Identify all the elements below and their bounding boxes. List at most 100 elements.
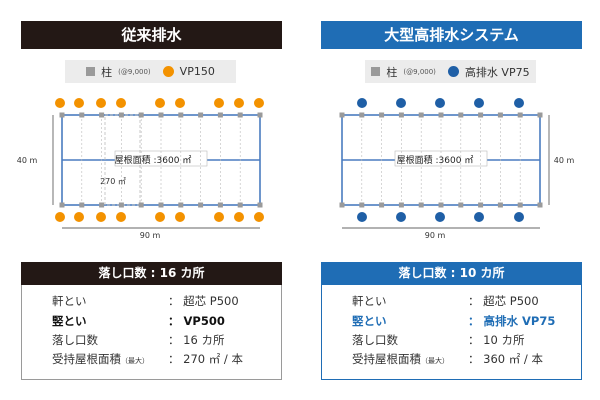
drain-outlet: [96, 98, 106, 108]
roof-plan-diagram: 40 m 90 m 屋根面積 :3600 ㎡ 270 ㎡: [17, 98, 264, 240]
column-marker: [379, 202, 385, 208]
drain-outlet: [234, 98, 244, 108]
drain-dot-icon: [447, 66, 459, 77]
high-drainage-system-panel: 大型高排水システム 柱 (@9,000) 高排水 VP75 40 m 90 m …: [305, 0, 595, 400]
drain-outlet: [116, 98, 126, 108]
drain-outlet: [74, 98, 84, 108]
drain-outlet: [254, 212, 264, 222]
legend: 柱 (@9,000) VP150: [65, 60, 236, 83]
column-marker: [59, 112, 65, 118]
conventional-drainage-panel: 従来排水 柱 (@9,000) VP150 40 m 90 m 屋根面積 :36…: [5, 0, 295, 400]
drain-outlet: [74, 212, 84, 222]
drain-outlet: [396, 98, 406, 108]
legend-drain-label: 高排水 VP75: [464, 65, 530, 79]
dim-height-label: 40 m: [17, 156, 38, 165]
drain-outlet: [357, 212, 367, 222]
column-marker: [497, 202, 503, 208]
spec-label: 軒とい: [52, 294, 87, 308]
dim-height-label: 40 m: [554, 156, 575, 165]
column-marker: [517, 112, 523, 118]
drain-outlet: [96, 212, 106, 222]
drain-outlet: [435, 98, 445, 108]
column-marker: [418, 202, 424, 208]
column-marker: [339, 202, 345, 208]
drain-outlet: [214, 98, 224, 108]
spec-label: 受持屋根面積（最大）: [52, 352, 149, 366]
summary-title: 落し口数 : 16 カ所: [21, 262, 282, 285]
column-marker: [537, 202, 543, 208]
spec-label: 竪とい: [352, 314, 387, 328]
spec-value: ： 270 ㎡ / 本: [168, 352, 243, 366]
drain-outlet: [234, 212, 244, 222]
drain-outlet: [175, 98, 185, 108]
column-marker: [118, 112, 124, 118]
spec-value: ： VP500: [168, 314, 225, 328]
column-marker: [257, 112, 263, 118]
spec-value: ： 高排水 VP75: [468, 314, 556, 328]
roof-plan-diagram: 40 m 90 m 屋根面積 :3600 ㎡: [339, 98, 575, 240]
column-marker: [438, 202, 444, 208]
column-marker: [359, 112, 365, 118]
drain-outlet: [357, 98, 367, 108]
drain-outlet: [116, 212, 126, 222]
spec-note: （最大）: [421, 357, 449, 365]
spec-value: ： 超芯 P500: [468, 294, 539, 308]
column-marker: [438, 112, 444, 118]
drain-outlet: [254, 98, 264, 108]
column-marker: [497, 112, 503, 118]
drain-outlet: [514, 98, 524, 108]
column-marker: [537, 112, 543, 118]
legend-column-label: 柱: [386, 65, 398, 79]
legend-column-spacing: (@9,000): [118, 67, 151, 76]
spec-value: ： 360 ㎡ / 本: [468, 352, 543, 366]
drain-outlet: [396, 212, 406, 222]
spec-label: 受持屋根面積（最大）: [352, 352, 449, 366]
drain-outlet: [214, 212, 224, 222]
legend: 柱 (@9,000) 高排水 VP75: [365, 60, 536, 83]
legend-column-label: 柱: [101, 65, 113, 79]
summary-box: 軒とい ： 超芯 P500 竪とい ： 高排水 VP75 落し口数 ： 10 カ…: [321, 285, 582, 380]
dim-width-label: 90 m: [425, 231, 446, 240]
drain-dot-icon: [162, 66, 174, 77]
drain-outlet: [55, 212, 65, 222]
column-marker: [478, 112, 484, 118]
column-marker: [198, 112, 204, 118]
column-marker: [99, 202, 105, 208]
spec-value: ： 10 カ所: [468, 333, 525, 347]
column-marker: [217, 112, 223, 118]
column-marker: [478, 202, 484, 208]
column-marker: [398, 202, 404, 208]
area-label: 屋根面積 :3600 ㎡: [115, 154, 192, 166]
column-marker: [178, 112, 184, 118]
column-marker: [359, 202, 365, 208]
drain-outlet: [155, 98, 165, 108]
column-marker: [217, 202, 223, 208]
spec-value: ： 超芯 P500: [168, 294, 239, 308]
column-square-icon: [86, 67, 96, 76]
column-marker: [418, 112, 424, 118]
legend-column-spacing: (@9,000): [403, 67, 436, 76]
column-marker: [257, 202, 263, 208]
drain-outlet: [474, 212, 484, 222]
column-marker: [99, 112, 105, 118]
panel-header: 大型高排水システム: [321, 21, 582, 49]
spec-note: （最大）: [121, 357, 149, 365]
column-marker: [79, 112, 85, 118]
column-marker: [59, 202, 65, 208]
column-marker: [398, 112, 404, 118]
spec-label: 落し口数: [52, 333, 98, 347]
summary-title: 落し口数 : 10 カ所: [321, 262, 582, 285]
column-marker: [339, 112, 345, 118]
spec-label: 軒とい: [352, 294, 387, 308]
drain-outlet: [175, 212, 185, 222]
spec-value: ： 16 カ所: [168, 333, 225, 347]
column-marker: [178, 202, 184, 208]
panel-header: 従来排水: [21, 21, 282, 49]
legend-drain-label: VP150: [179, 65, 215, 78]
dim-width-label: 90 m: [140, 231, 161, 240]
drain-outlet: [514, 212, 524, 222]
column-marker: [237, 112, 243, 118]
column-marker: [517, 202, 523, 208]
column-marker: [237, 202, 243, 208]
column-square-icon: [371, 67, 381, 76]
